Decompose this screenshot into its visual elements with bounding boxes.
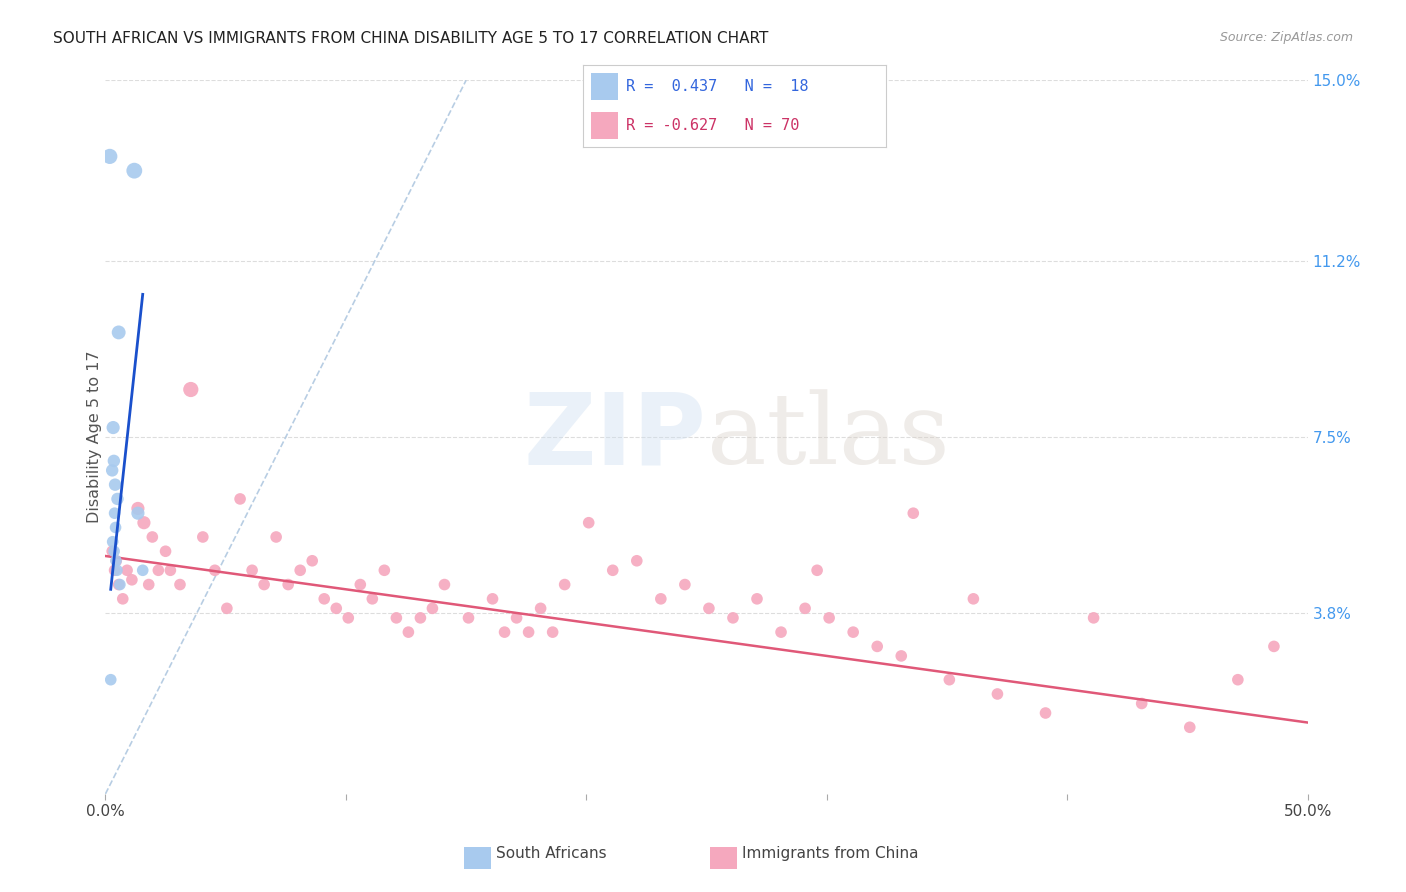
Point [180,383,202,397]
Point [745,591,768,606]
Point [554,577,576,591]
Y-axis label: Disability Age 5 to 17: Disability Age 5 to 17 [87,351,101,524]
Point [101,420,124,434]
Point [264,530,287,544]
Text: R =  0.437   N =  18: R = 0.437 N = 18 [626,79,808,95]
Point [541,625,564,640]
Point [132,563,155,577]
Point [697,601,720,615]
Point [103,506,125,520]
Point [101,544,124,558]
Point [111,591,134,606]
Text: SOUTH AFRICAN VS IMMIGRANTS FROM CHINA DISABILITY AGE 5 TO 17 CORRELATION CHART: SOUTH AFRICAN VS IMMIGRANTS FROM CHINA D… [53,31,769,46]
Point [325,601,347,615]
Point [277,577,299,591]
Text: R = -0.627   N = 70: R = -0.627 N = 70 [626,118,799,133]
Point [866,640,889,654]
Point [818,611,841,625]
Point [108,577,131,591]
Text: atlas: atlas [707,389,949,485]
Point [107,577,129,591]
Point [1083,611,1105,625]
Point [903,506,925,520]
Point [138,577,160,591]
Point [148,563,170,577]
Point [141,530,163,544]
Point [806,563,828,577]
Point [314,591,336,606]
Point [115,563,138,577]
Point [494,625,516,640]
Point [101,534,124,549]
Text: Source: ZipAtlas.com: Source: ZipAtlas.com [1219,31,1353,45]
Point [361,591,384,606]
Point [301,554,323,568]
Point [159,563,181,577]
Point [422,601,444,615]
Point [1226,673,1249,687]
Point [105,563,128,577]
Point [481,591,503,606]
Point [1263,640,1285,654]
Point [578,516,600,530]
Point [127,501,149,516]
Point [505,611,527,625]
Point [890,648,912,663]
Point [104,520,127,534]
Point [1178,720,1201,734]
Point [938,673,960,687]
Point [457,611,479,625]
Point [962,591,984,606]
Bar [591,112,619,139]
Point [107,491,129,506]
Point [1130,697,1153,711]
Text: Immigrants from China: Immigrants from China [742,847,920,861]
Point [155,544,177,558]
Point [373,563,395,577]
Point [349,577,371,591]
Point [105,554,128,568]
Point [396,625,419,640]
Point [132,516,155,530]
Point [100,673,122,687]
Point [104,477,127,491]
Bar [591,73,619,101]
Point [842,625,865,640]
Point [240,563,263,577]
Point [124,163,146,178]
Point [650,591,672,606]
Point [215,601,238,615]
Point [290,563,312,577]
Point [794,601,817,615]
Point [204,563,226,577]
Point [103,454,125,468]
Point [433,577,456,591]
Point [103,544,125,558]
Point [673,577,696,591]
Point [626,554,648,568]
Point [385,611,408,625]
Text: South Africans: South Africans [496,847,607,861]
Point [602,563,624,577]
Point [409,611,432,625]
Point [229,491,252,506]
Point [191,530,214,544]
Text: ZIP: ZIP [523,389,707,485]
Point [253,577,276,591]
Point [127,506,149,520]
Point [169,577,191,591]
Point [101,463,124,477]
Point [103,563,125,577]
Point [517,625,540,640]
Point [770,625,793,640]
Point [98,149,121,163]
Point [107,326,129,340]
Point [1035,706,1057,720]
Point [986,687,1008,701]
Point [105,554,128,568]
Point [121,573,143,587]
Point [530,601,553,615]
Point [337,611,360,625]
Point [721,611,744,625]
